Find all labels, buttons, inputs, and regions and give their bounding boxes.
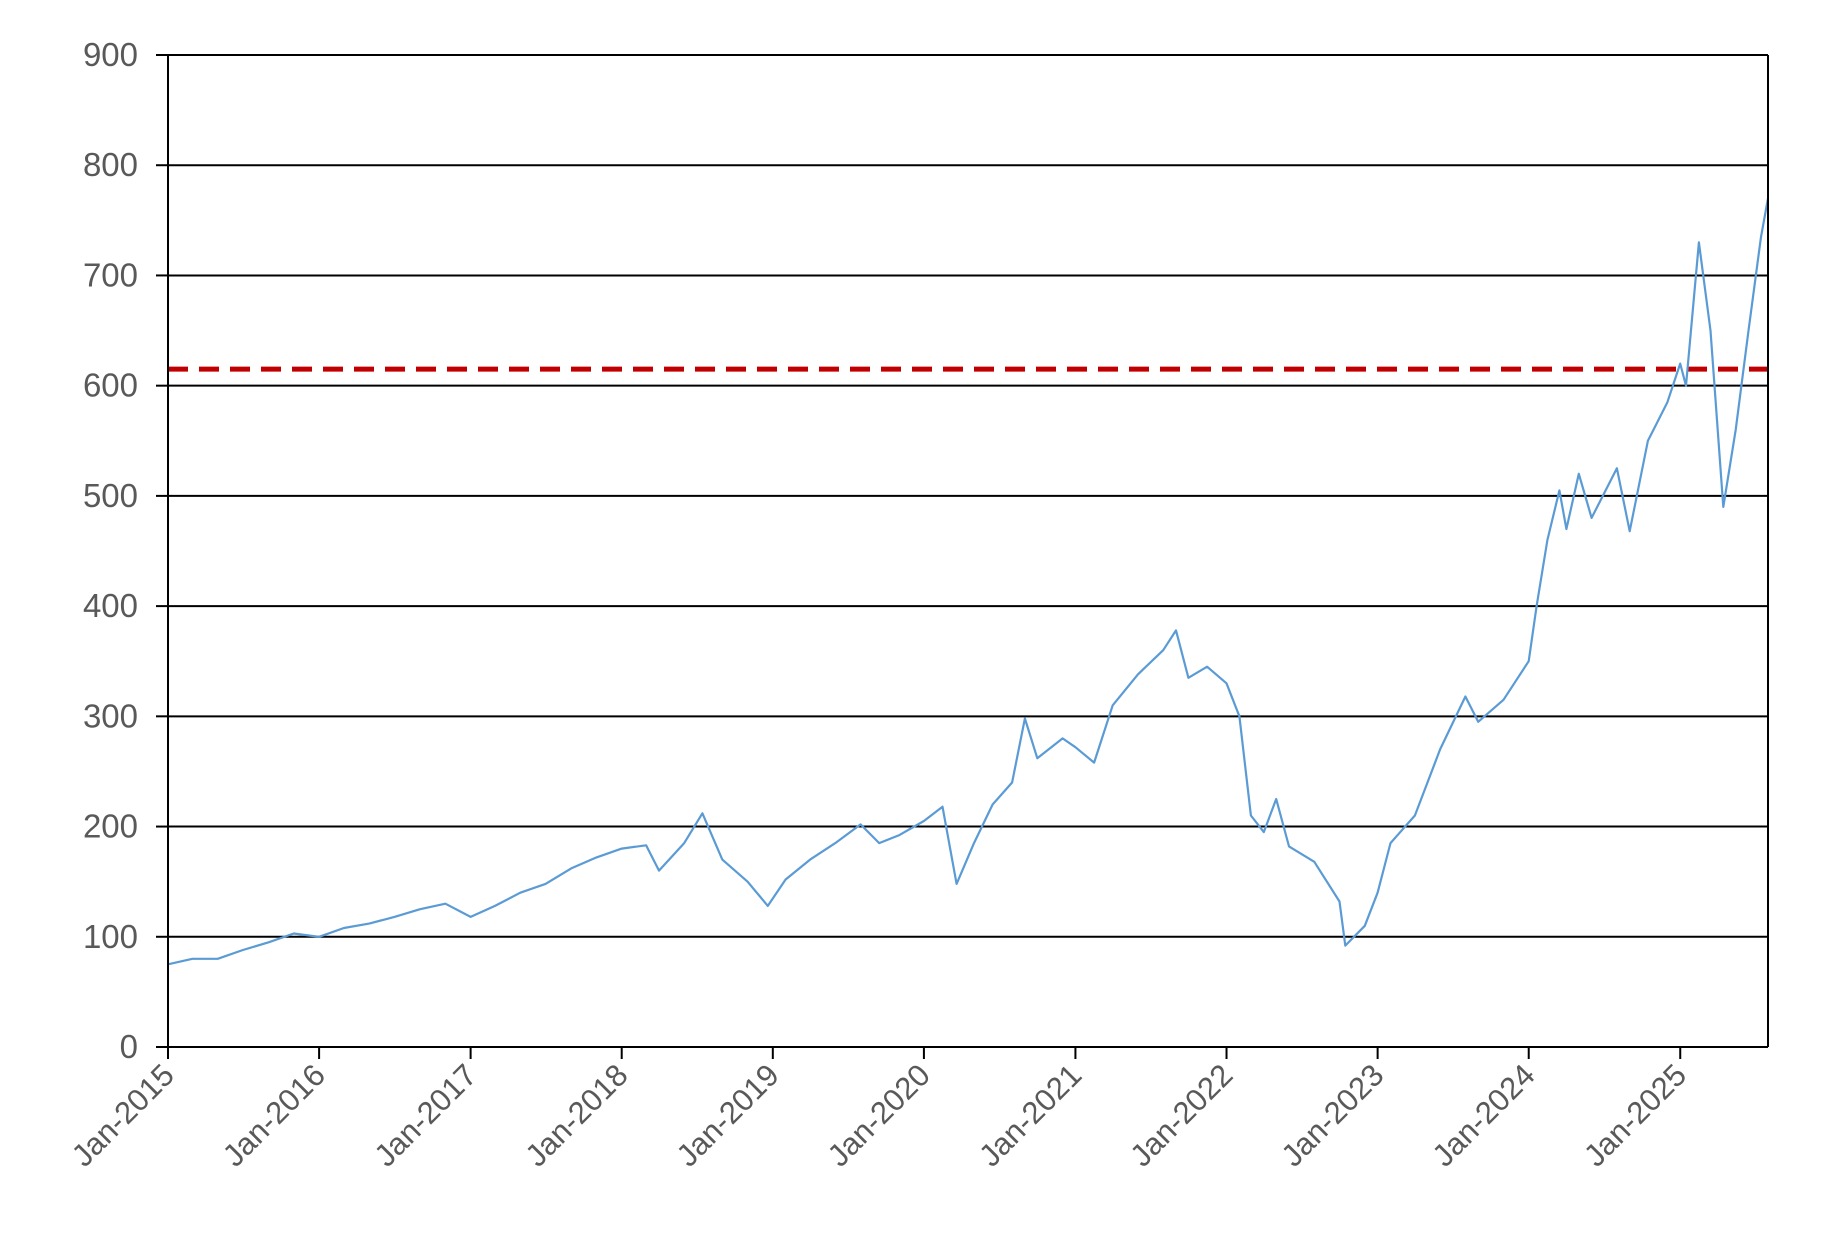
y-tick-label: 800 bbox=[83, 146, 138, 183]
x-tick-label: Jan-2022 bbox=[1123, 1057, 1239, 1173]
y-tick-label: 200 bbox=[83, 808, 138, 845]
x-tick-label: Jan-2025 bbox=[1577, 1057, 1693, 1173]
x-tick-label: Jan-2019 bbox=[670, 1057, 786, 1173]
y-tick-label: 700 bbox=[83, 256, 138, 293]
x-tick-label: Jan-2017 bbox=[367, 1057, 483, 1173]
x-tick-label: Jan-2024 bbox=[1426, 1057, 1542, 1173]
y-tick-label: 400 bbox=[83, 587, 138, 624]
series-group bbox=[167, 198, 1770, 966]
grid-lines bbox=[168, 54, 1768, 938]
y-tick-label: 900 bbox=[83, 36, 138, 73]
axes bbox=[156, 54, 1769, 1059]
y-tick-label: 300 bbox=[83, 697, 138, 734]
y-tick-labels: 0 100 200 300 400 500 600 700 800 900 bbox=[83, 36, 138, 1065]
x-tick-label: Jan-2015 bbox=[65, 1057, 181, 1173]
y-tick-label: 0 bbox=[120, 1028, 138, 1065]
x-tick-labels: Jan-2015 Jan-2016 Jan-2017 Jan-2018 Jan-2019… bbox=[65, 1057, 1693, 1173]
x-tick-label: Jan-2023 bbox=[1274, 1057, 1390, 1173]
y-tick-label: 100 bbox=[83, 918, 138, 955]
x-tick-label: Jan-2020 bbox=[821, 1057, 937, 1173]
x-tick-label: Jan-2021 bbox=[972, 1057, 1088, 1173]
x-tick-label: Jan-2016 bbox=[216, 1057, 332, 1173]
series-line-0 bbox=[167, 198, 1770, 966]
x-tick-label: Jan-2018 bbox=[518, 1057, 634, 1173]
y-tick-label: 500 bbox=[83, 477, 138, 514]
y-tick-label: 600 bbox=[83, 367, 138, 404]
